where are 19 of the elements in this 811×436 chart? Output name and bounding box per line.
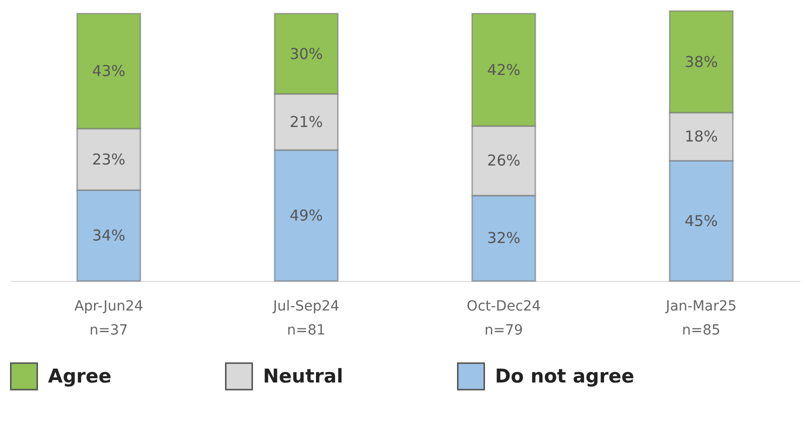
x-tick-label: Jan-Mar25 n=85	[664, 298, 737, 338]
data-label: 42%	[487, 60, 520, 79]
x-tick-label: Oct-Dec24 n=79	[466, 298, 541, 338]
data-label: 30%	[290, 44, 323, 63]
data-label: 34%	[92, 226, 126, 245]
legend-label: Do not agree	[495, 365, 634, 388]
data-label: 21%	[290, 112, 323, 131]
legend-label: Neutral	[263, 365, 344, 388]
legend-label: Agree	[48, 365, 112, 388]
data-label: 32%	[487, 229, 520, 248]
data-label: 45%	[684, 212, 718, 230]
data-label: 49%	[290, 206, 323, 225]
data-label: 18%	[684, 128, 718, 146]
x-tick-label: Jul-Sep24 n=81	[272, 298, 340, 338]
data-label: 38%	[684, 52, 718, 71]
data-label: 26%	[487, 152, 520, 170]
x-tick-label: Apr-Jun24 n=37	[74, 298, 144, 338]
data-label: 23%	[92, 150, 126, 168]
data-label: 43%	[92, 62, 126, 80]
